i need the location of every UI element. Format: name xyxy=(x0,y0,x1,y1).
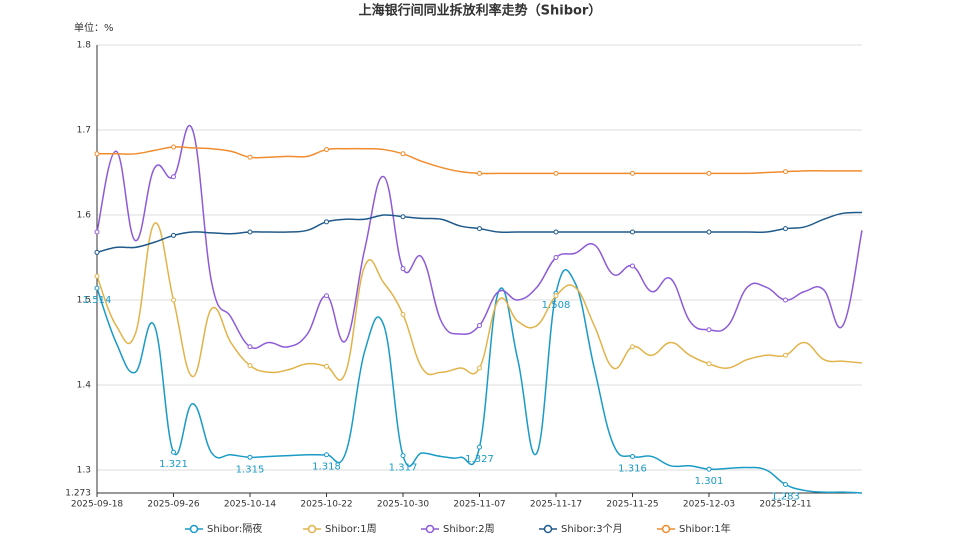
y-tick-label: 1.5 xyxy=(77,296,91,306)
point-marker xyxy=(94,151,100,157)
point-marker xyxy=(171,449,176,455)
x-tick-label: 2025-10-22 xyxy=(300,500,352,510)
y-tick-label: 1.7 xyxy=(77,126,91,136)
point-marker xyxy=(171,174,176,180)
legend-marker xyxy=(425,524,435,534)
x-tick-label: 2025-12-03 xyxy=(683,500,735,510)
data-label: 1.283 xyxy=(771,491,800,502)
point-marker xyxy=(400,151,406,157)
point-marker xyxy=(630,170,635,176)
point-marker xyxy=(171,297,176,303)
point-marker xyxy=(706,361,712,367)
point-marker xyxy=(553,170,559,176)
y-tick-label: 1.273 xyxy=(65,489,91,499)
point-marker xyxy=(553,229,559,235)
data-label: 1.508 xyxy=(542,300,571,311)
point-marker xyxy=(553,293,559,299)
data-label: 1.301 xyxy=(695,476,724,487)
point-marker xyxy=(477,444,482,450)
point-marker xyxy=(630,263,635,269)
point-marker xyxy=(477,170,482,176)
point-marker xyxy=(706,170,712,176)
point-marker xyxy=(783,226,788,232)
legend-label: Shibor:3个月 xyxy=(561,523,623,535)
legend-label: Shibor:1年 xyxy=(679,522,731,535)
legend-label: Shibor:2周 xyxy=(443,523,495,535)
x-tick-label: 2025-10-30 xyxy=(377,500,430,510)
point-marker xyxy=(630,344,635,350)
data-label: 1.316 xyxy=(618,463,647,474)
point-marker xyxy=(247,362,253,368)
y-tick-label: 1.6 xyxy=(77,211,92,221)
legend-marker xyxy=(189,524,199,534)
point-marker xyxy=(247,454,253,460)
point-marker xyxy=(171,232,176,238)
x-tick-label: 2025-10-14 xyxy=(224,500,277,510)
data-label: 1.318 xyxy=(312,462,341,473)
point-marker xyxy=(400,453,406,459)
point-marker xyxy=(171,144,176,150)
y-tick-label: 1.3 xyxy=(77,466,91,476)
legend-marker xyxy=(661,524,671,534)
data-label: 1.317 xyxy=(389,463,418,474)
point-marker xyxy=(324,147,329,153)
point-marker xyxy=(324,452,329,458)
legend-label: Shibor:1周 xyxy=(325,523,377,535)
series-line xyxy=(97,146,862,175)
point-marker xyxy=(477,226,482,232)
series-line xyxy=(96,125,863,350)
y-tick-label: 1.8 xyxy=(77,41,92,51)
data-label: 1.315 xyxy=(236,464,265,475)
legend-label: Shibor:隔夜 xyxy=(207,522,262,535)
legend-marker xyxy=(543,524,553,534)
point-marker xyxy=(706,327,712,333)
series-line xyxy=(96,211,863,254)
point-marker xyxy=(94,285,100,291)
data-label: 1.514 xyxy=(83,295,112,306)
y-axis-unit: 单位：% xyxy=(74,21,114,34)
point-marker xyxy=(783,297,788,303)
point-marker xyxy=(630,229,635,235)
x-tick-label: 2025-12-11 xyxy=(759,500,811,510)
point-marker xyxy=(247,229,253,235)
point-marker xyxy=(783,169,788,175)
point-marker xyxy=(400,214,406,220)
series-line xyxy=(96,269,863,494)
point-marker xyxy=(247,154,253,160)
point-marker xyxy=(94,273,100,279)
x-tick-label: 2025-11-07 xyxy=(453,500,505,510)
data-label: 1.327 xyxy=(465,454,494,465)
point-marker xyxy=(553,255,559,261)
point-marker xyxy=(477,323,482,329)
x-tick-label: 2025-09-26 xyxy=(147,500,200,510)
point-marker xyxy=(706,466,712,472)
point-marker xyxy=(400,311,406,317)
y-tick-label: 1.4 xyxy=(77,381,92,391)
point-marker xyxy=(324,219,329,225)
legend-marker xyxy=(307,524,317,534)
x-tick-label: 2025-11-17 xyxy=(530,500,582,510)
point-marker xyxy=(783,481,788,487)
series-line xyxy=(96,222,863,381)
point-marker xyxy=(324,293,329,299)
point-marker xyxy=(94,229,100,235)
x-tick-label: 2025-09-18 xyxy=(71,500,124,510)
data-label: 1.321 xyxy=(159,459,188,470)
x-tick-label: 2025-11-25 xyxy=(606,500,658,510)
point-marker xyxy=(630,453,635,459)
point-marker xyxy=(706,229,712,235)
point-marker xyxy=(477,365,482,371)
point-marker xyxy=(247,344,253,350)
chart-title: 上海银行间同业拆放利率走势（Shibor） xyxy=(359,3,602,19)
point-marker xyxy=(400,266,406,272)
point-marker xyxy=(783,352,788,358)
point-marker xyxy=(324,363,329,369)
point-marker xyxy=(94,249,100,255)
